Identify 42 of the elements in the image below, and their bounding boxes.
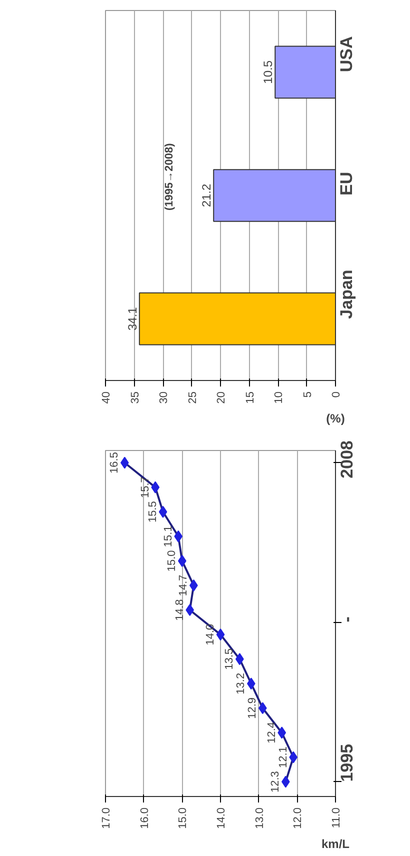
x-tick-label: 15.0 <box>177 807 190 829</box>
data-label: 21.2 <box>200 183 214 208</box>
text: (1995→2008) <box>164 142 176 210</box>
y-tick-label: EU <box>337 172 356 196</box>
annotation: 15.7 <box>139 476 152 498</box>
x-tick-label: 13.0 <box>254 807 266 829</box>
x-tick-label: 35 <box>129 391 142 404</box>
annotation: 14.7 <box>178 574 190 596</box>
annotation: 15.5 <box>147 501 159 523</box>
annotation: 14.0 <box>204 624 216 646</box>
x-tick-label: 0 <box>330 391 342 398</box>
annotation: 16.5 <box>108 452 121 474</box>
annotation: 12.9 <box>246 697 259 719</box>
y-tick-label: 2008 <box>338 440 356 478</box>
x-tick-label: 12.0 <box>292 807 304 829</box>
x-tick-label: 25 <box>186 391 199 404</box>
y-tick-label: 1995 <box>338 744 356 782</box>
x-tick-label: 5 <box>302 391 314 398</box>
annotation: 14.8 <box>174 599 186 621</box>
data-label: 10.5 <box>261 60 276 84</box>
x-tick-label: 16.0 <box>138 807 151 829</box>
x-tick-label: 30 <box>158 391 170 404</box>
annotation: 15.0 <box>166 550 178 572</box>
x-axis-title: km/L <box>321 836 350 851</box>
x-tick-label: 15 <box>244 391 256 404</box>
annotation: 13.2 <box>235 672 248 694</box>
data-label: 34.1 <box>125 306 140 331</box>
annotation: 13.5 <box>224 648 236 670</box>
x-tick-label: 14.0 <box>216 807 228 829</box>
y-tick-label: USA <box>337 36 356 72</box>
y-tick-label: Japan <box>337 270 356 319</box>
annotation: 12.3 <box>270 771 282 792</box>
y-tick-label: - <box>338 616 356 622</box>
x-axis-title: (%) <box>326 412 345 426</box>
annotation: 12.4 <box>266 722 278 744</box>
annotation: 15.1 <box>162 526 174 548</box>
annotation: 12.1 <box>277 746 290 768</box>
x-tick-label: 40 <box>100 391 112 404</box>
x-tick-label: 11.0 <box>330 808 342 828</box>
x-tick-label: 10 <box>273 391 285 404</box>
x-tick-label: 20 <box>216 391 228 404</box>
x-tick-label: 17.0 <box>100 807 112 829</box>
